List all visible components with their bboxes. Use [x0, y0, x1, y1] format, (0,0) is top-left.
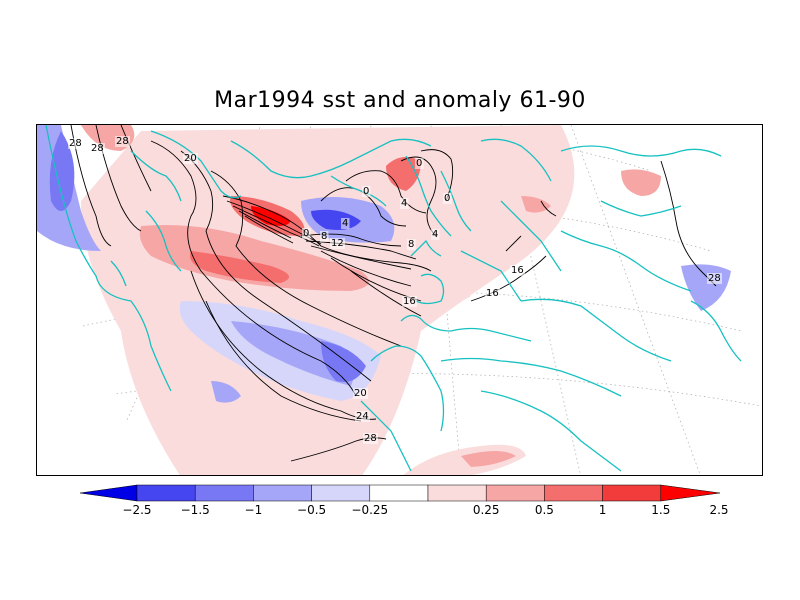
contour-label: 28	[364, 433, 377, 444]
contour-label: 8	[321, 231, 327, 242]
contour-label-bg	[302, 228, 311, 239]
colorbar-arrow-right	[660, 484, 721, 502]
colorbar-box	[369, 484, 429, 502]
map-title: Mar1994 sst and anomaly 61-90	[214, 88, 586, 113]
anomaly-patch	[461, 451, 516, 467]
contour-label: 0	[303, 228, 309, 239]
anomaly-patch	[621, 169, 661, 196]
colorbar-tick-label: 2.5	[709, 503, 728, 517]
contour-label-bg	[400, 198, 409, 209]
colorbar-tick-label: −1	[245, 503, 263, 517]
contour-label: 20	[184, 153, 197, 164]
colorbar-box	[136, 484, 196, 502]
contour-label-bg	[362, 186, 371, 197]
contour-label-bg	[183, 153, 198, 164]
colorbar-tick-label: 1	[599, 503, 607, 517]
colorbar-tick-label: 0.25	[473, 503, 500, 517]
anomaly-patch	[211, 381, 241, 403]
contour-label-bg	[355, 411, 370, 422]
contour-label: 16	[403, 296, 416, 307]
contour-label-bg	[353, 388, 368, 399]
contour-label-bg	[341, 218, 350, 229]
contour-label: 0	[416, 158, 422, 169]
colorbar-box	[544, 484, 603, 502]
contour-label-group: 28 28 28 20 0 0 0 4 0 4 8 12 8 4 16 16 16 20 24 28 28	[68, 136, 722, 444]
colorbar-tick-label: 0.5	[535, 503, 554, 517]
anomaly-map: 28 28 28 20 0 0 0 4 0 4 8 12 8 4 16 16 16 20 24 28 28	[37, 125, 762, 475]
contour-label-bg	[707, 273, 722, 284]
anomaly-patch	[231, 321, 355, 386]
colorbar-arrow-left	[79, 484, 138, 502]
contour-label: 28	[116, 136, 129, 147]
map-panel: 28 28 28 20 0 0 0 4 0 4 8 12 8 4 16 16 16 20 24 28 28	[36, 124, 763, 476]
anomaly-patch	[421, 289, 471, 304]
contour-label: 16	[486, 288, 499, 299]
contour-label-bg	[510, 265, 525, 276]
colorbar: −2.5 −1.5 −1 −0.5 −0.25 0.25 0.5 1 1.5 2.5	[79, 484, 729, 517]
contour-label: 0	[363, 186, 369, 197]
colorbar-boxes	[79, 484, 721, 502]
contour-label: 24	[356, 411, 369, 422]
colorbar-box	[253, 484, 312, 502]
colorbar-tick-label: 1.5	[651, 503, 670, 517]
contour-label: 20	[354, 388, 367, 399]
contour-label-bg	[485, 288, 500, 299]
contour-label-bg	[443, 193, 452, 204]
colorbar-ticks: −2.5 −1.5 −1 −0.5 −0.25 0.25 0.5 1 1.5 2.5	[122, 503, 728, 517]
contour-label: 8	[408, 239, 414, 250]
anomaly-patch	[139, 225, 369, 291]
projection-edge	[37, 125, 160, 475]
anomaly-patch	[403, 444, 526, 475]
contour-label: 28	[91, 143, 104, 154]
contour-label-bg	[68, 138, 83, 149]
colorbar-box	[194, 484, 254, 502]
contour-label-bg	[115, 136, 130, 147]
anomaly-shading	[37, 125, 731, 475]
colorbar-tick-label: −0.5	[297, 503, 326, 517]
contour-label-bg	[407, 239, 416, 250]
colorbar-tick-label: −2.5	[122, 503, 151, 517]
anomaly-patch	[521, 196, 551, 213]
contour-label: 16	[511, 265, 524, 276]
contour-label: 4	[432, 229, 438, 240]
colorbar-box	[602, 484, 662, 502]
contour-label: 4	[401, 198, 407, 209]
coastlines	[45, 125, 742, 472]
colorbar-tick-label: −1.5	[181, 503, 210, 517]
contour-label: 12	[331, 238, 344, 249]
contour-label-bg	[330, 238, 345, 249]
anomaly-patch	[190, 251, 289, 283]
colorbar-tick-label: −0.25	[351, 503, 388, 517]
contour-label-bg	[320, 231, 329, 242]
anomaly-patch	[251, 206, 291, 226]
contour-label-bg	[402, 296, 417, 307]
colorbar-box	[485, 484, 545, 502]
contour-label-bg	[431, 229, 440, 240]
anomaly-patch	[81, 125, 575, 475]
contour-label-bg	[90, 143, 105, 154]
colorbar-box	[311, 484, 371, 502]
contour-label: 28	[69, 138, 82, 149]
anomaly-patch	[49, 131, 75, 211]
contour-label: 0	[444, 193, 450, 204]
anomaly-patch	[681, 264, 731, 311]
contour-label: 4	[342, 218, 348, 229]
contour-label-bg	[415, 158, 424, 169]
colorbar-box	[427, 484, 487, 502]
contour-label: 28	[708, 273, 721, 284]
contour-label-bg	[363, 433, 378, 444]
